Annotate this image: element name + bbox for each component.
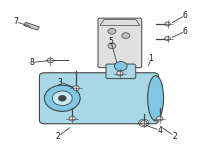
Text: 2: 2 <box>56 132 61 141</box>
Circle shape <box>165 36 170 41</box>
Polygon shape <box>100 20 140 25</box>
Circle shape <box>117 71 123 76</box>
Polygon shape <box>24 22 39 30</box>
Circle shape <box>108 43 116 49</box>
Circle shape <box>141 121 147 125</box>
FancyBboxPatch shape <box>39 73 159 124</box>
Circle shape <box>58 95 66 101</box>
Text: 4: 4 <box>157 126 162 135</box>
Circle shape <box>165 22 170 26</box>
Text: 2: 2 <box>172 132 177 141</box>
Circle shape <box>69 116 75 121</box>
Text: 7: 7 <box>13 17 18 26</box>
Circle shape <box>47 58 54 63</box>
Circle shape <box>156 116 163 121</box>
Circle shape <box>122 33 130 39</box>
Ellipse shape <box>148 76 164 121</box>
Circle shape <box>44 85 80 111</box>
Text: 5: 5 <box>108 37 113 46</box>
Circle shape <box>52 91 72 106</box>
Text: 6: 6 <box>183 27 188 36</box>
Circle shape <box>108 28 116 34</box>
FancyBboxPatch shape <box>106 64 136 79</box>
Text: 1: 1 <box>148 54 153 64</box>
Text: 3: 3 <box>58 78 63 87</box>
Text: 6: 6 <box>183 11 188 20</box>
Circle shape <box>73 86 79 90</box>
Text: 8: 8 <box>29 58 34 67</box>
FancyBboxPatch shape <box>98 18 142 68</box>
Circle shape <box>114 62 127 71</box>
